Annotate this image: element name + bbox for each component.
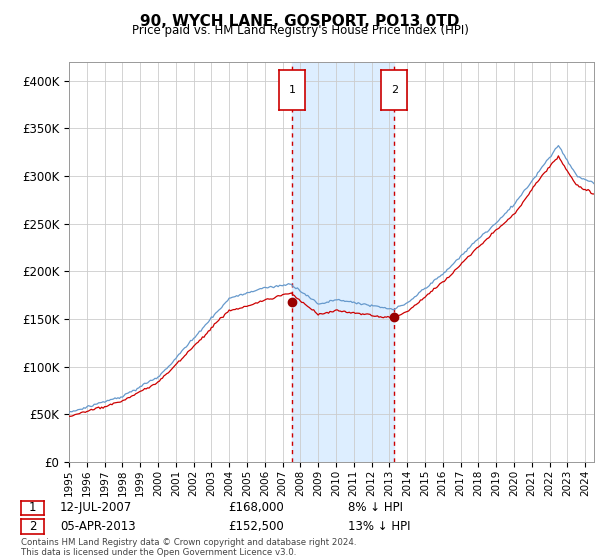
Text: 2: 2 (29, 520, 36, 533)
Text: 90, WYCH LANE, GOSPORT, PO13 0TD: 90, WYCH LANE, GOSPORT, PO13 0TD (140, 14, 460, 29)
Text: 1: 1 (29, 501, 36, 515)
Text: Price paid vs. HM Land Registry's House Price Index (HPI): Price paid vs. HM Land Registry's House … (131, 24, 469, 37)
Text: 8% ↓ HPI: 8% ↓ HPI (348, 501, 403, 515)
Text: 12-JUL-2007: 12-JUL-2007 (60, 501, 132, 515)
Text: £152,500: £152,500 (228, 520, 284, 533)
Text: 05-APR-2013: 05-APR-2013 (60, 520, 136, 533)
Text: 13% ↓ HPI: 13% ↓ HPI (348, 520, 410, 533)
Bar (292, 62, 394, 462)
Text: £168,000: £168,000 (228, 501, 284, 515)
Text: Contains HM Land Registry data © Crown copyright and database right 2024.
This d: Contains HM Land Registry data © Crown c… (21, 538, 356, 557)
